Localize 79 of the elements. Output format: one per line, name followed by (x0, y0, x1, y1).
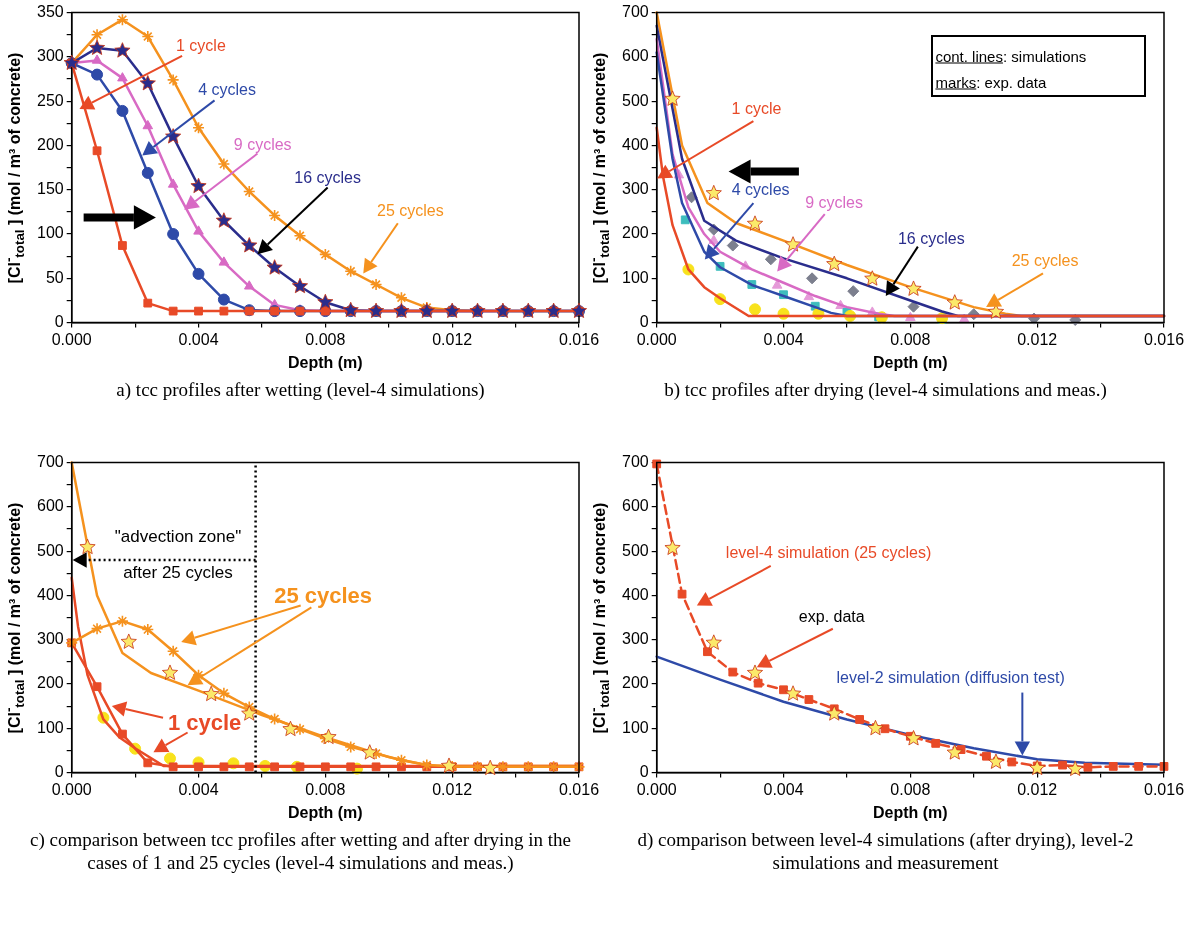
y-tick-label: 700 (621, 3, 649, 21)
annotation: after 25 cycles (123, 562, 233, 583)
x-tick-label: 0.004 (178, 780, 219, 798)
y-tick-label: 400 (621, 585, 649, 603)
text: 16 cycles (294, 168, 361, 187)
text: 1 cycle (731, 100, 782, 119)
y-tick-label: 500 (36, 541, 64, 559)
text: b) tcc profiles after drying (level-4 simulations and meas.) (663, 378, 1108, 401)
x-tick-label: 0.008 (890, 780, 931, 798)
y-tick-label: 100 (36, 224, 64, 242)
y-tick-label: 400 (621, 135, 649, 153)
x-tick-label: 0.008 (305, 330, 346, 348)
text: 9 cycles (805, 194, 863, 213)
annotation: marks: exp. data (935, 73, 1047, 91)
y-tick-label: 500 (621, 91, 649, 109)
y-tick-label: 150 (36, 180, 64, 198)
text: 9 cycles (233, 135, 292, 154)
legend-label: 1 cycle (167, 709, 242, 736)
series-label: level-2 simulation (diffusion test) (836, 669, 1065, 688)
x-tick-label: 0.012 (432, 780, 473, 798)
text: 1 cycle (176, 37, 226, 56)
y-tick-label: 300 (36, 630, 64, 648)
y-tick-label: 200 (621, 674, 649, 692)
text: 25 cycles (377, 201, 444, 220)
y-tick-label: 400 (36, 585, 64, 603)
x-axis-title: Depth (m) (288, 353, 363, 371)
y-tick-label: 0 (54, 763, 64, 781)
y-tick-label: 200 (621, 224, 649, 242)
text: 4 cycles (198, 80, 257, 99)
x-tick-label: 0.016 (1143, 780, 1185, 798)
x-tick-label: 0.016 (558, 780, 600, 798)
text: d) comparison between level-4 simulations (after drying), level-2 simulations and measurement (636, 828, 1135, 874)
text: level-4 simulation (25 cycles) (725, 543, 932, 562)
x-axis-title: Depth (m) (873, 353, 948, 371)
x-tick-label: 0.004 (763, 780, 804, 798)
x-axis-title: Depth (m) (873, 803, 948, 821)
y-tick-label: 300 (621, 180, 649, 198)
annotation: "advection zone" (114, 527, 242, 548)
text: 25 cycles (274, 582, 373, 609)
y-tick-label: 700 (36, 453, 64, 471)
x-tick-label: 0.000 (51, 780, 92, 798)
y-tick-label: 700 (621, 453, 649, 471)
y-tick-label: 0 (639, 763, 649, 781)
y-tick-label: 600 (36, 497, 64, 515)
x-tick-label: 0.004 (178, 330, 219, 348)
x-tick-label: 0.000 (51, 330, 92, 348)
y-tick-label: 100 (36, 718, 64, 736)
text: exp. data (798, 607, 865, 626)
y-tick-label: 300 (36, 47, 64, 65)
y-tick-label: 0 (639, 313, 649, 331)
x-tick-label: 0.012 (1017, 780, 1058, 798)
text: a) tcc profiles after wetting (level-4 simulations) (115, 378, 486, 401)
x-tick-label: 0.012 (1017, 330, 1058, 348)
x-tick-label: 0.008 (305, 780, 346, 798)
y-tick-label: 0 (54, 313, 64, 331)
x-tick-label: 0.008 (890, 330, 931, 348)
text: 25 cycles (1011, 252, 1079, 271)
y-tick-label: 100 (621, 718, 649, 736)
y-tick-label: 100 (621, 268, 649, 286)
x-tick-label: 0.016 (558, 330, 600, 348)
y-tick-label: 300 (621, 630, 649, 648)
x-tick-label: 0.012 (432, 330, 473, 348)
text: c) comparison between tcc profiles after wetting and after drying in the cases of 1 and 25 cycles (level-4 simulations and meas.) (29, 828, 572, 874)
y-tick-label: 200 (36, 135, 64, 153)
x-tick-label: 0.000 (636, 780, 677, 798)
annotation: cont. lines: simulations (935, 47, 1087, 65)
text: 4 cycles (731, 181, 790, 200)
y-tick-label: 600 (621, 47, 649, 65)
text: 16 cycles (897, 229, 965, 248)
x-tick-label: 0.000 (636, 330, 677, 348)
y-tick-label: 200 (36, 674, 64, 692)
y-tick-label: 600 (621, 497, 649, 515)
y-tick-label: 500 (621, 541, 649, 559)
y-tick-label: 250 (36, 91, 64, 109)
y-tick-label: 50 (45, 268, 64, 286)
y-tick-label: 350 (36, 3, 64, 21)
x-axis-title: Depth (m) (288, 803, 363, 821)
x-tick-label: 0.016 (1143, 330, 1185, 348)
x-tick-label: 0.004 (763, 330, 804, 348)
